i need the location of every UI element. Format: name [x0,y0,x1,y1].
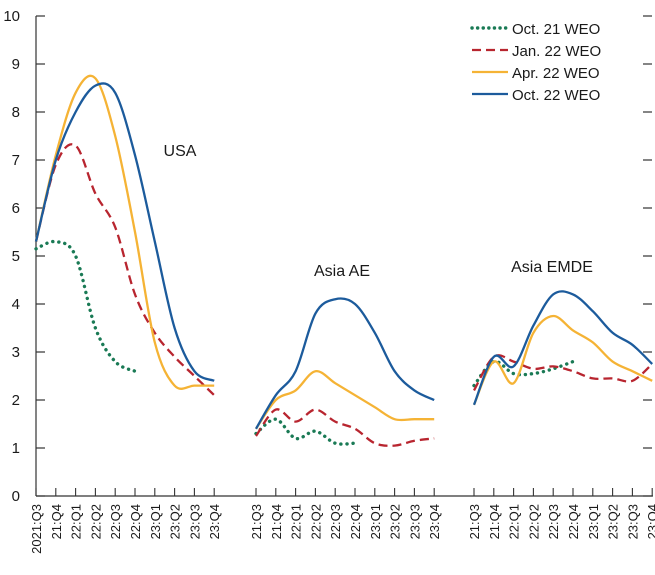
x-tick-label: 22:Q2 [308,504,323,539]
x-tick-label: 23:Q4 [207,504,222,539]
y-tick-label: 8 [12,104,20,121]
x-tick-label: 22:Q1 [289,504,304,539]
y-ticks: 0 1 2 3 4 5 6 7 8 9 10 [3,8,652,505]
legend: Oct. 21 WEO Jan. 22 WEO Apr. 22 WEO Oct. 22… [470,21,601,104]
x-tick-label: 23:Q2 [388,504,403,539]
x-tick-label: 22:Q4 [566,504,581,539]
x-tick-label: 23:Q2 [606,504,621,539]
x-tick-label: 22:Q3 [546,504,561,539]
x-tick-label: 23:Q1 [586,504,601,539]
x-tick-label: 23:Q2 [168,504,183,539]
series-line-oct-22-weo [34,82,215,382]
x-tick-label: 22:Q4 [348,504,363,539]
legend-label: Apr. 22 WEO [512,65,600,82]
x-tick-label: 23:Q3 [625,504,640,539]
y-tick-label: 0 [12,488,20,505]
series-line-jan-22-weo [255,408,435,447]
y-tick-label: 6 [12,200,20,217]
x-tick-label: 22:Q4 [128,504,143,539]
y-tick-label: 2 [12,392,20,409]
x-tick-label: 23:Q3 [187,504,202,539]
x-tick-label: 21:Q3 [249,504,264,539]
series-lines [34,74,654,447]
panel-label: USA [164,143,197,160]
y-tick-label: 4 [12,296,20,313]
x-tick-label: 23:Q1 [148,504,163,539]
legend-label: Oct. 22 WEO [512,87,600,104]
x-tick-label: 21:Q4 [49,504,64,539]
x-tick-label: 22:Q3 [108,504,123,539]
series-line-oct-21-weo [34,239,137,373]
x-tick-label: 22:Q1 [507,504,522,539]
x-tick-label: 22:Q2 [88,504,103,539]
y-tick-label: 3 [12,344,20,361]
y-tick-label: 7 [12,152,20,169]
series-line-oct-22-weo [255,297,435,430]
x-tick-label: 2021:Q3 [29,504,44,554]
x-tick-labels: 2021:Q3 21:Q4 22:Q1 22:Q2 22:Q3 22:Q4 23:Q1 23:… [29,488,655,554]
x-tick-label: 22:Q2 [526,504,541,539]
series-line-apr-22-weo [34,74,215,390]
series-line-oct-22-weo [472,290,654,406]
y-tick-label: 10 [3,8,20,25]
x-tick-label: 22:Q3 [328,504,343,539]
series-line-jan-22-weo [34,143,216,397]
series-line-apr-22-weo [255,370,435,430]
legend-label: Oct. 21 WEO [512,21,600,38]
x-tick-label: 23:Q1 [368,504,383,539]
x-tick-label: 21:Q4 [487,504,502,539]
x-tick-label: 22:Q1 [69,504,84,539]
x-tick-label: 21:Q4 [269,504,284,539]
x-tick-label: 23:Q4 [645,504,655,539]
panel-label: Asia EMDE [511,259,593,276]
series-line-jan-22-weo [472,354,653,391]
panel-labels: USA Asia AE Asia EMDE [164,143,593,280]
x-tick-label: 23:Q4 [427,504,442,539]
y-tick-label: 9 [12,56,20,73]
panel-label: Asia AE [314,263,370,280]
series-line-oct-21-weo [254,417,357,446]
y-tick-label: 1 [12,440,20,457]
series-line-apr-22-weo [472,314,653,406]
x-tick-label: 21:Q3 [467,504,482,539]
y-tick-label: 5 [12,248,20,265]
x-tick-label: 23:Q3 [407,504,422,539]
legend-label: Jan. 22 WEO [512,43,601,60]
